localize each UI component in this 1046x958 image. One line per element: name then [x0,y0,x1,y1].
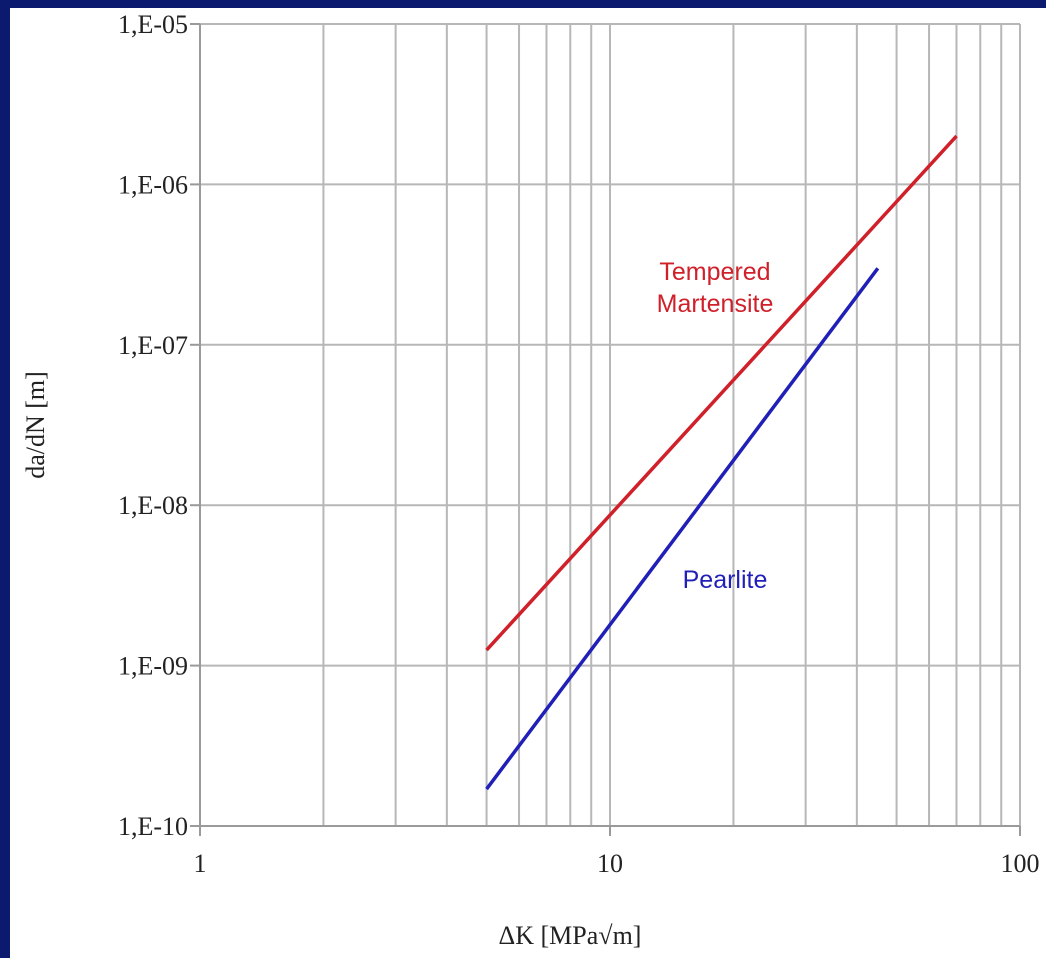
x-tick-label: 10 [597,849,623,878]
series-line-pearlite [485,267,880,791]
y-tick-label: 1,E-08 [118,491,188,520]
chart-frame: 1,E-05 1,E-06 1,E-07 1,E-08 1,E-09 1,E-10 1 10 1… [10,8,1046,958]
y-tick-label: 1,E-09 [118,652,188,681]
label-layer: Tempered Martensite Pearlite [657,258,774,594]
axis-layer: 1,E-05 1,E-06 1,E-07 1,E-08 1,E-09 1,E-101 10 1… [118,10,1040,878]
x-tick-label: 1 [194,849,207,878]
x-axis-title: ΔK [MPa√m] [499,921,642,950]
grid-layer [200,23,1021,827]
y-tick-label: 1,E-06 [118,170,188,199]
y-tick-label: 1,E-07 [118,331,188,360]
series-label-line: Martensite [657,290,774,318]
series-label-pearlite: Pearlite [683,566,768,594]
y-tick-label: 1,E-05 [118,10,188,39]
x-tick-label: 100 [1001,849,1040,878]
chart-svg: 1,E-05 1,E-06 1,E-07 1,E-08 1,E-09 1,E-101 10 1… [21,10,1040,950]
series-label-tempered-martensite: Tempered Martensite [657,258,774,318]
y-tick-label: 1,E-10 [118,812,188,841]
series-label-line: Tempered [659,258,770,286]
series-line-tempered-martensite [485,134,958,652]
series-layer [485,134,958,791]
series-label-line: Pearlite [683,566,768,594]
y-axis-title: da/dN [m] [21,371,50,479]
